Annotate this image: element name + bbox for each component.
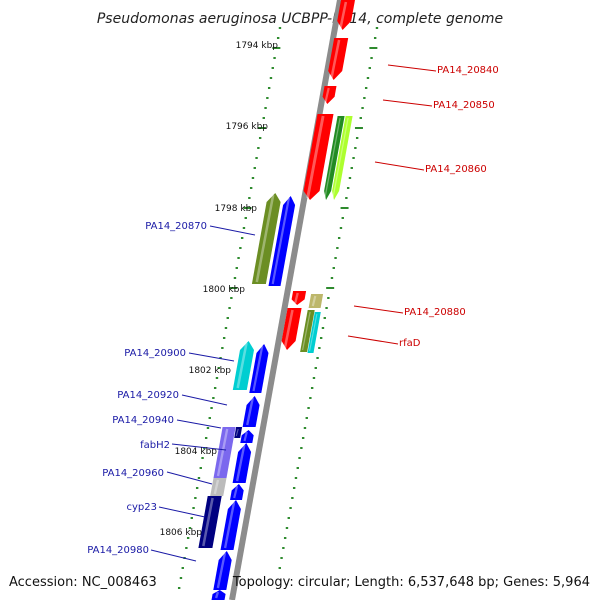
gene-PA14-20860[interactable] xyxy=(303,114,334,200)
gene-PA14-20850-shine xyxy=(324,87,330,103)
gene-grey-1-shine xyxy=(213,479,220,495)
gene-blue-2[interactable] xyxy=(249,344,269,393)
gene-label-PA14-20840[interactable]: PA14_20840 xyxy=(437,65,499,76)
label-leader-lines xyxy=(150,64,437,562)
gene-lime-1-shine xyxy=(332,117,349,199)
leader-line-3 xyxy=(353,305,404,314)
gene-label-PA14-20960[interactable]: PA14_20960 xyxy=(102,468,164,479)
gene-PA14-20900[interactable] xyxy=(232,341,254,390)
gene-label-rfaD[interactable]: rfaD xyxy=(399,338,421,349)
tick-marks xyxy=(177,27,379,589)
kbp-label-1802: 1802 kbp xyxy=(189,366,232,376)
topology-label: Topology: circular; Length: 6,537,648 bp… xyxy=(232,575,590,590)
gene-PA14-20940[interactable] xyxy=(240,430,254,443)
gene-label-fabH2[interactable]: fabH2 xyxy=(140,440,170,451)
gene-blue-5[interactable] xyxy=(211,590,226,600)
kbp-label-1798: 1798 kbp xyxy=(215,204,258,214)
gene-label-PA14-20880[interactable]: PA14_20880 xyxy=(404,307,466,318)
leader-line-6 xyxy=(188,352,235,362)
gene-PA14-20860-shine xyxy=(306,115,325,199)
gene-PA14-20880-shine xyxy=(283,309,294,349)
gene-PA14-20920[interactable] xyxy=(242,396,260,427)
gene-cyan-1-shine xyxy=(309,313,318,352)
leader-line-11 xyxy=(158,506,206,518)
gene-PA14-20870[interactable] xyxy=(251,193,281,284)
gene-red-small-shine xyxy=(294,292,299,304)
kbp-label-1806: 1806 kbp xyxy=(160,528,203,538)
leader-line-1 xyxy=(382,99,433,107)
accession-label: Accession: NC_008463 xyxy=(9,575,157,590)
gene-blue-1[interactable] xyxy=(268,196,296,286)
gene-PA14-20960-shine xyxy=(233,485,239,499)
gene-green-1-shine xyxy=(324,117,341,199)
gene-rfaD-shine xyxy=(301,311,311,351)
gene-PA14-20840[interactable] xyxy=(328,38,349,80)
gene-grey-1[interactable] xyxy=(210,478,227,496)
gene-red-small[interactable] xyxy=(291,291,307,305)
gene-PA14-20900-shine xyxy=(236,342,248,389)
gene-PA14-20940-shine xyxy=(243,431,248,442)
kbp-label-1794: 1794 kbp xyxy=(236,41,279,51)
gene-PA14-20980[interactable] xyxy=(213,551,232,590)
gene-label-PA14-20870[interactable]: PA14_20870 xyxy=(145,221,207,232)
leader-line-4 xyxy=(347,335,399,345)
gene-khaki-1[interactable] xyxy=(308,294,324,308)
gene-cyp23[interactable] xyxy=(198,496,222,548)
leader-line-0 xyxy=(387,64,437,72)
gene-navy-small[interactable] xyxy=(234,427,243,438)
gene-blue-1-shine xyxy=(271,197,290,285)
kbp-label-1796: 1796 kbp xyxy=(226,122,269,132)
gene-PA14-20830[interactable] xyxy=(337,0,355,30)
gene-cyp23-shine xyxy=(202,497,214,547)
gene-PA14-20960[interactable] xyxy=(230,484,244,500)
gene-label-PA14-20900[interactable]: PA14_20900 xyxy=(124,348,186,359)
gene-blue-4[interactable] xyxy=(220,500,241,550)
gene-lime-1[interactable] xyxy=(332,116,353,200)
gene-label-PA14-20920[interactable]: PA14_20920 xyxy=(117,390,179,401)
kbp-label-1804: 1804 kbp xyxy=(175,447,218,457)
map-title: Pseudomonas aeruginosa UCBPP-PA14, compl… xyxy=(97,11,503,27)
gene-cyan-1[interactable] xyxy=(307,312,321,353)
leader-line-7 xyxy=(181,394,228,406)
gene-label-PA14-20850[interactable]: PA14_20850 xyxy=(433,100,495,111)
kbp-label-1800: 1800 kbp xyxy=(203,285,246,295)
leader-line-8 xyxy=(176,419,222,429)
gene-PA14-20870-shine xyxy=(255,194,275,283)
leader-line-12 xyxy=(150,549,197,562)
leader-line-5 xyxy=(209,225,256,236)
leader-line-2 xyxy=(374,161,425,171)
gene-fabH2[interactable] xyxy=(213,427,236,478)
leader-line-9 xyxy=(171,443,227,451)
gene-blue-3[interactable] xyxy=(232,443,252,483)
gene-PA14-20880[interactable] xyxy=(281,308,302,350)
gene-PA14-20920-shine xyxy=(246,397,254,426)
gene-PA14-20830-shine xyxy=(339,1,348,29)
genome-backbone xyxy=(229,0,343,600)
gene-fabH2-shine xyxy=(216,428,229,477)
leader-line-10 xyxy=(166,471,213,485)
gene-blue-4-shine xyxy=(223,501,236,549)
gene-navy-small-shine xyxy=(235,428,239,437)
gene-PA14-20980-shine xyxy=(216,552,227,589)
gene-label-PA14-20860[interactable]: PA14_20860 xyxy=(425,164,487,175)
gene-blue-5-shine xyxy=(214,591,220,599)
gene-label-PA14-20940[interactable]: PA14_20940 xyxy=(112,415,174,426)
gene-rfaD[interactable] xyxy=(300,310,315,352)
gene-green-1[interactable] xyxy=(324,116,345,200)
gene-features xyxy=(198,0,355,600)
gene-PA14-20850[interactable] xyxy=(322,86,337,104)
gene-PA14-20840-shine xyxy=(330,39,341,79)
gene-label-PA14-20980[interactable]: PA14_20980 xyxy=(87,545,149,556)
gene-blue-3-shine xyxy=(235,444,246,482)
gene-label-cyp23[interactable]: cyp23 xyxy=(127,502,158,513)
gene-blue-2-shine xyxy=(252,345,264,392)
gene-khaki-1-shine xyxy=(311,295,317,307)
